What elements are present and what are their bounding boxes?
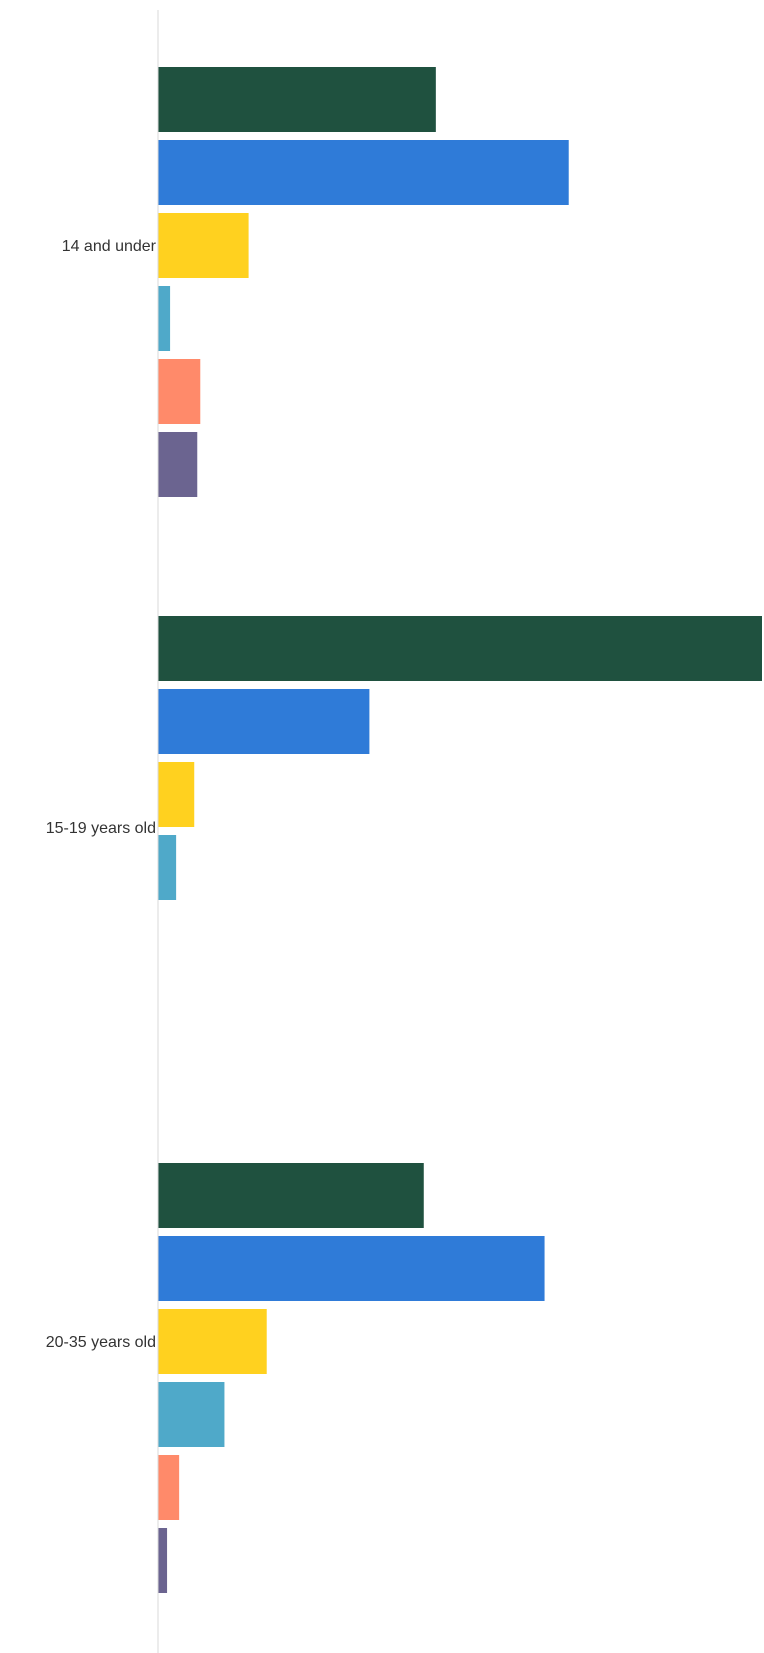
- bar-3-series-4: [158, 1382, 225, 1447]
- bar-3-series-5: [158, 1455, 180, 1520]
- category-labels: 14 and under 15-19 years old 20-35 years o…: [46, 238, 157, 1351]
- bar-1-series-6: [158, 432, 198, 497]
- category-label: 20-35 years old: [46, 1334, 156, 1351]
- bar-2-series-1: [158, 616, 762, 681]
- bar-2-series-3: [158, 762, 195, 827]
- bar-3-series-2: [158, 1236, 545, 1301]
- bar-3-series-1: [158, 1163, 424, 1228]
- bar-1-series-2: [158, 140, 569, 205]
- category-label: 14 and under: [62, 238, 157, 255]
- bar-2-series-4: [158, 835, 177, 900]
- category-label: 15-19 years old: [46, 820, 156, 837]
- bar-3-series-3: [158, 1309, 267, 1374]
- bar-2-series-2: [158, 689, 370, 754]
- bar-1-series-5: [158, 359, 201, 424]
- bar-1-series-1: [158, 67, 436, 132]
- bar-3-series-6: [158, 1528, 168, 1593]
- bar-1-series-3: [158, 213, 249, 278]
- bar-1-series-4: [158, 286, 171, 351]
- bars-group: [158, 67, 762, 1593]
